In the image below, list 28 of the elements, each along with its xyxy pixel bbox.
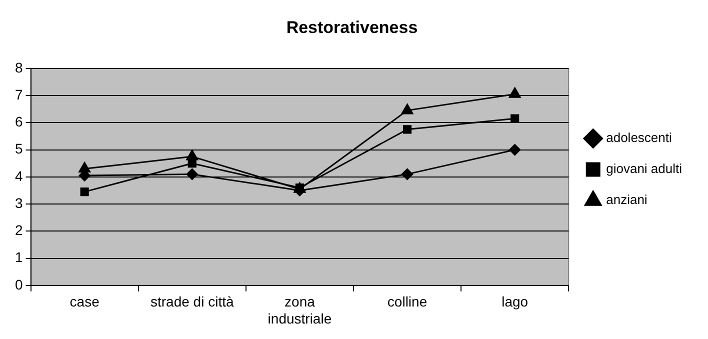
point — [508, 87, 521, 98]
x-tick-label: strade di città — [150, 294, 234, 310]
point — [402, 168, 414, 180]
x-tick-label: colline — [387, 294, 428, 310]
chart-title: Restorativeness — [286, 18, 418, 37]
point — [510, 114, 520, 123]
y-tick-label: 2 — [14, 222, 23, 238]
legend-label: giovani adulti — [606, 161, 682, 176]
y-tick-label: 4 — [14, 168, 23, 184]
x-tick-label: case — [70, 294, 100, 310]
point — [509, 144, 521, 156]
point — [186, 168, 198, 180]
x-tick-label: lago — [502, 294, 528, 310]
legend-label: adolescenti — [606, 130, 672, 146]
y-tick-label: 5 — [14, 140, 23, 157]
y-tick-label: 6 — [14, 114, 23, 130]
point — [402, 125, 412, 134]
legend-label: anziani — [606, 192, 648, 208]
point — [401, 104, 414, 114]
x-tick-label: zona industriale — [268, 294, 332, 326]
y-tick-label: 0 — [14, 276, 23, 292]
point — [186, 150, 198, 160]
point — [188, 159, 196, 168]
y-tick-label: 1 — [14, 249, 23, 266]
point — [80, 188, 89, 196]
y-tick-label: 3 — [14, 194, 23, 211]
y-tick-label: 8 — [14, 59, 23, 76]
y-tick-label: 7 — [14, 86, 23, 102]
